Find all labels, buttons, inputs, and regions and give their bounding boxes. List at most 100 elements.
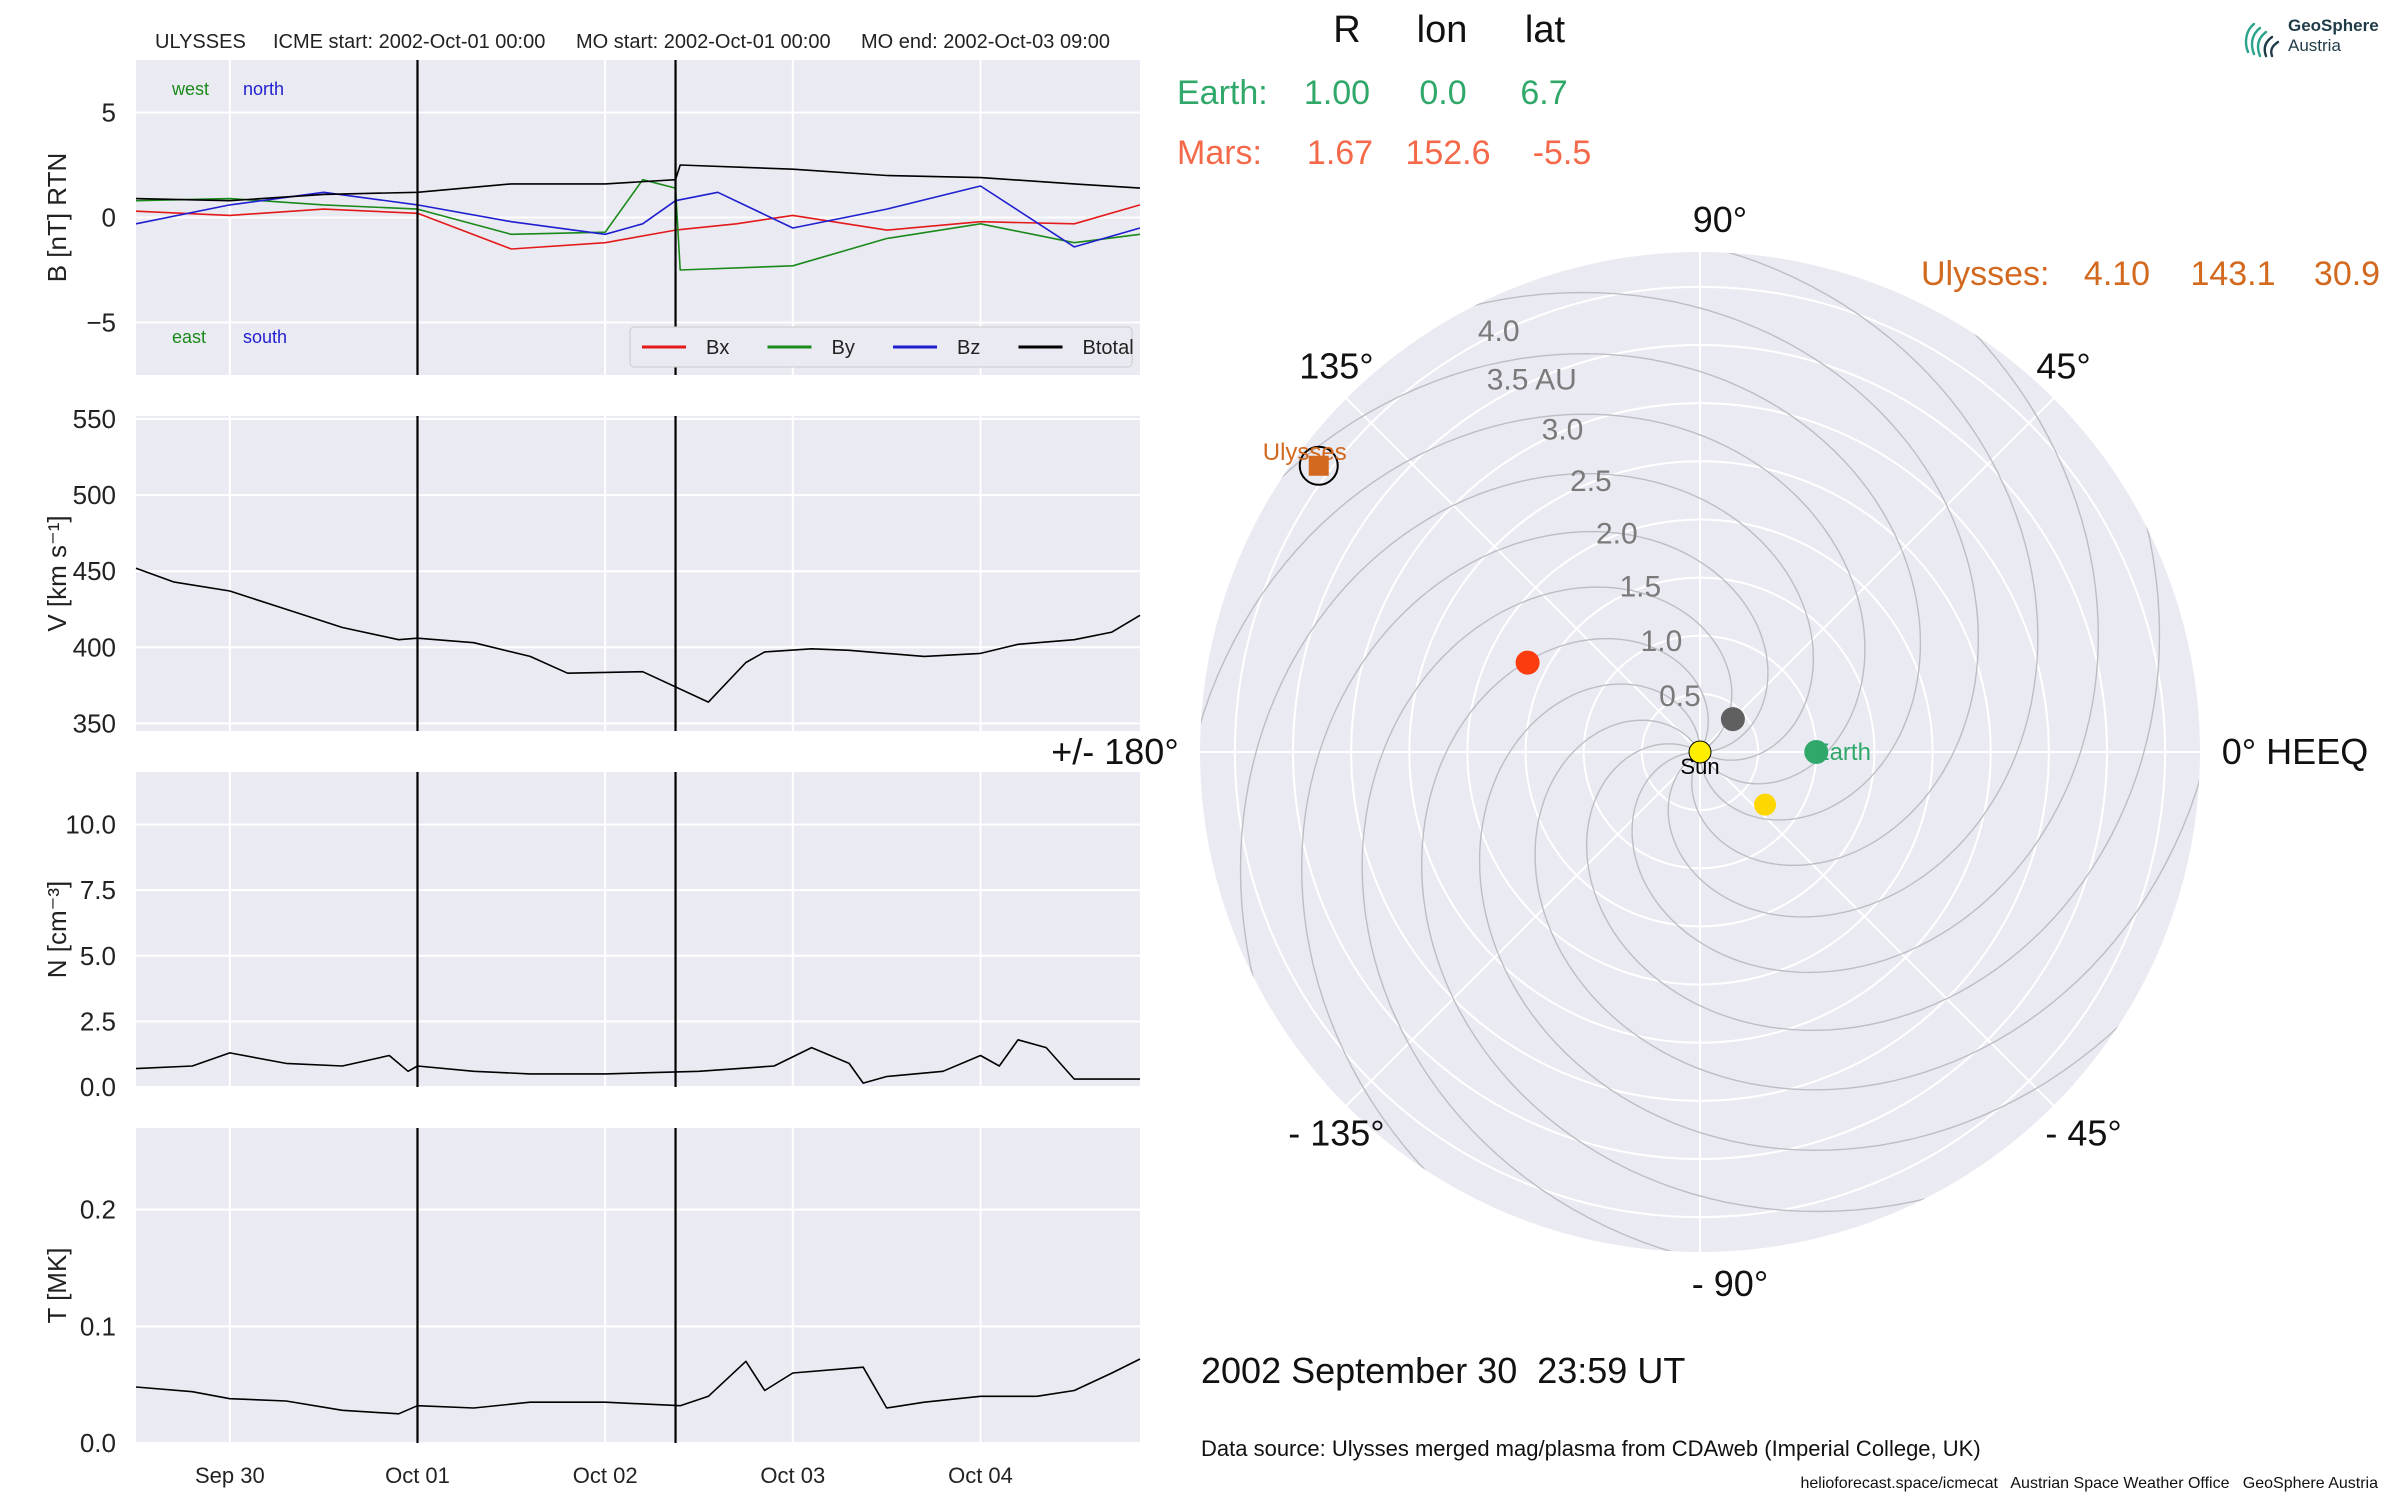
y-tick-label: 350 [73,708,116,738]
parker-spiral-line [1361,586,2200,1252]
table-cell-lon: 0.0 [1419,74,1466,112]
corner-label-south: south [243,327,287,347]
parker-spiral-line [1200,252,2039,918]
parker-spiral-line [1367,252,2100,974]
panel-background [136,416,1140,731]
y-axis-label: T [MK] [42,1247,72,1323]
marker-mars [1515,650,1540,675]
table-row-label: Ulysses: [1921,255,2049,293]
timeseries-panel: 5 0 −5 B [nT] RTN west north east south Bx By Bz Bt… [42,60,1141,375]
timeseries-panel: 0.2 0.1 0.0 Sep 30 Oct 01 Oct 02 Oct 03 Oct 04 T… [42,1128,1141,1488]
header-spacecraft: ULYSSES [155,31,246,53]
table-cell-lat: -5.5 [1533,134,1592,172]
timeseries-panels: 5 0 −5 B [nT] RTN west north east south Bx By Bz Bt… [42,60,1141,1488]
panel-background [136,772,1140,1087]
polar-radial-tick-label: 4.0 [1478,315,1520,348]
y-tick-label: 7.5 [80,875,116,905]
legend-label: Bx [706,337,729,359]
table-cell-lat: 30.9 [2314,255,2380,293]
marker-label-sun: Sun [1680,754,1719,779]
timeseries-panel: 550 500 450 400 350 V [km s⁻¹] [42,404,1141,738]
panel-background [136,1128,1140,1443]
marker-label-earth: Earth [1814,739,1871,766]
parker-spiral-line [1534,252,2200,1091]
header-icme-start: ICME start: 2002-Oct-01 00:00 [273,31,545,53]
corner-label-west: west [171,79,209,99]
table-col-lat: lat [1525,9,1566,51]
polar-radial-tick-label: 1.0 [1641,625,1683,658]
x-tick-label: Oct 03 [760,1463,825,1488]
parker-spiral-line [1200,352,1922,1085]
polar-spoke [1345,751,1701,1107]
timeseries-panel: 10.0 7.5 5.0 2.5 0.0 N [cm⁻³] [42,772,1140,1102]
legend-label: Bz [957,337,980,359]
y-tick-label: 500 [73,480,116,510]
y-tick-label: −5 [86,308,116,338]
polar-angle-label: +/- 180° [1051,731,1178,772]
footer-data-source: Data source: Ulysses merged mag/plasma f… [1201,1436,1981,1461]
table-col-r: R [1333,9,1360,51]
marker-ulysses [1308,455,1329,476]
polar-radial-tick-label: 3.5 AU [1487,364,1577,397]
positions-table: R lon lat Earth: 1.00 0.0 6.7 Mars: 1.67… [1177,9,2380,293]
x-tick-label: Oct 04 [948,1463,1013,1488]
polar-spoke [1345,397,1701,753]
marker-label-ulysses: Ulysses [1263,439,1347,466]
geosphere-logo-icon [2244,22,2280,58]
y-tick-label: 5 [102,98,116,128]
header-mo-end: MO end: 2002-Oct-03 09:00 [861,31,1110,53]
polar-radial-tick-label: 1.5 [1620,571,1662,604]
table-row-label: Mars: [1177,134,1262,172]
legend-label: By [832,337,855,359]
series-line-by [135,178,1141,271]
y-tick-label: 400 [73,632,116,662]
polar-angle-label: 45° [2036,345,2090,386]
polar-radial-tick-label: 2.5 [1570,465,1612,498]
polar-angle-label: - 90° [1692,1263,1768,1304]
corner-label-north: north [243,79,284,99]
legend-box [629,326,1133,368]
footer-credits: helioforecast.space/icmecat Austrian Spa… [1801,1475,2379,1492]
series-line-data [135,1039,1140,1084]
table-row-earth: Earth: 1.00 0.0 6.7 [1177,74,1568,112]
legend-label: Btotal [1083,337,1134,359]
polar-angle-label: - 135° [1288,1113,1384,1154]
series-line-data [135,567,1141,703]
y-tick-label: 0.0 [80,1072,116,1102]
polar-spoke [1699,397,2055,753]
polar-radial-tick-label: 3.0 [1542,414,1584,447]
table-cell-r: 4.10 [2084,255,2150,293]
polar-radial-tick-label: 0.5 [1659,680,1701,713]
y-axis-label: N [cm⁻³] [42,881,72,979]
footer-timestamp: 2002 September 30 23:59 UT [1201,1350,1685,1391]
table-row-ulysses: Ulysses: 4.10 143.1 30.9 [1921,255,2380,293]
polar-radial-tick-label: 2.0 [1596,517,1638,550]
x-tick-label: Oct 01 [385,1463,450,1488]
polar-angle-label: 135° [1299,345,1373,386]
marker-sun [1688,740,1712,764]
y-tick-label: 0.1 [80,1311,116,1341]
brand-sub: Austria [2288,36,2341,55]
marker-venus [1754,793,1777,816]
table-cell-lon: 143.1 [2190,255,2275,293]
table-cell-lon: 152.6 [1405,134,1490,172]
table-cell-lat: 6.7 [1520,74,1567,112]
parker-spiral-line [1300,530,2033,1252]
y-tick-label: 0 [102,203,116,233]
table-cell-r: 1.67 [1307,134,1373,172]
y-tick-label: 0.0 [80,1428,116,1458]
table-row-mars: Mars: 1.67 152.6 -5.5 [1177,134,1591,172]
polar-orbit-plot: 0.5 1.0 1.5 2.0 2.5 3.0 3.5 AU 4.0 0° HEEQ 45° 90°… [1051,199,2368,1304]
marker-earth [1804,740,1829,764]
y-tick-label: 0.2 [80,1195,116,1225]
y-tick-label: 550 [73,404,116,434]
y-tick-label: 10.0 [65,810,116,840]
polar-angle-label: 0° HEEQ [2222,731,2368,772]
y-tick-label: 450 [73,556,116,586]
parker-spiral-line [1200,413,1866,1252]
polar-angle-label: - 45° [2045,1113,2121,1154]
geosphere-brand: GeoSphere Austria [2240,14,2390,62]
series-line-data [135,1358,1141,1415]
y-axis-label: B [nT] RTN [42,153,72,283]
